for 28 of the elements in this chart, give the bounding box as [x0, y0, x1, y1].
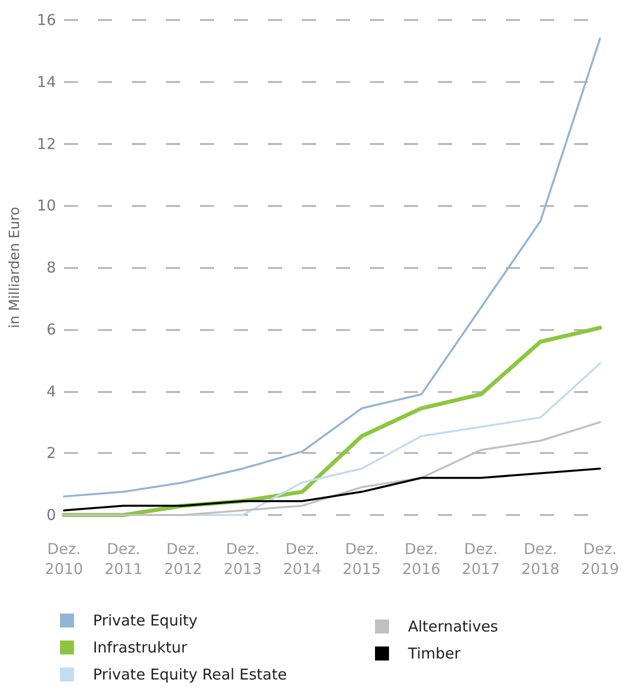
legend-label: Timber: [407, 644, 462, 662]
x-tick-label: Dez. 2014: [283, 540, 322, 578]
x-tick-label: Dez. 2016: [402, 540, 440, 578]
y-tick-label: 0: [46, 506, 56, 524]
line-series: [63, 421, 601, 516]
x-tick-label: Dez. 2012: [164, 540, 202, 578]
y-tick-label: 14: [36, 72, 56, 91]
y-tick-label: 8: [46, 258, 56, 276]
line-series: [63, 468, 601, 512]
y-tick-label: 12: [36, 134, 56, 153]
legend-label: Private Equity Real Estate: [93, 666, 287, 684]
line-series: [63, 38, 601, 498]
y-tick-label: 2: [46, 444, 56, 462]
x-tick-label: Dez. 2019: [580, 540, 620, 578]
y-axis-title: in Milliarden Euro: [7, 206, 23, 328]
x-tick-label: Dez. 2018: [521, 540, 560, 578]
x-tick-label: Dez. 2013: [224, 540, 262, 578]
y-tick-label: 10: [36, 196, 56, 215]
legend-label: Private Equity: [93, 612, 198, 630]
y-tick-label: 6: [46, 320, 56, 338]
x-tick-label: Dez. 2010: [44, 540, 84, 578]
y-tick-label: 4: [46, 382, 56, 400]
x-tick-label: Dez. 2015: [342, 540, 381, 578]
legend-label: Infrastruktur: [93, 638, 188, 656]
x-tick-label: Dez. 2017: [462, 540, 500, 578]
x-tick-label: Dez. 2011: [104, 540, 143, 578]
y-tick-label: 16: [36, 11, 56, 29]
legend-label: Alternatives: [408, 618, 498, 636]
